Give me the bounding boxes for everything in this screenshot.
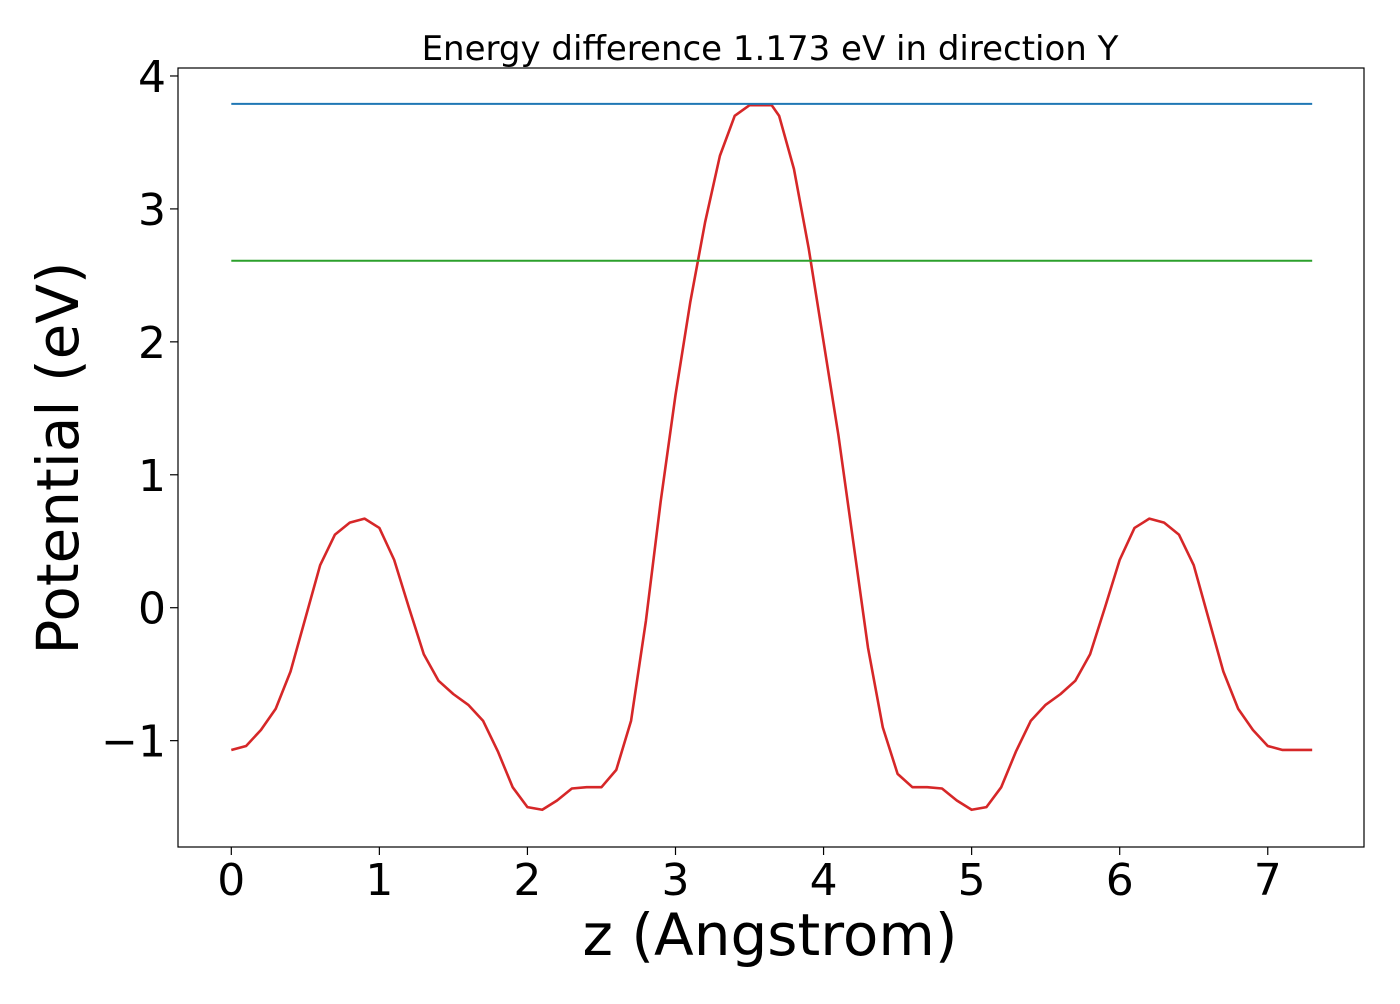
series-line-0 [230, 103, 1313, 812]
y-tick-label-4: 3 [138, 185, 166, 236]
plot-frame [177, 67, 1365, 848]
x-tick-label-6: 6 [1106, 855, 1134, 906]
x-tick-label-5: 5 [958, 855, 986, 906]
x-axis-label: z (Angstrom) [583, 901, 958, 969]
y-tick-label-3: 2 [138, 318, 166, 369]
series-layer [230, 102, 1313, 812]
x-axis-ticks: 0 1 2 3 4 5 6 7 [217, 847, 1282, 906]
x-tick-label-1: 1 [365, 855, 393, 906]
y-tick-label-0: −1 [101, 717, 166, 768]
x-tick-label-2: 2 [513, 855, 541, 906]
y-tick-label-5: 4 [138, 52, 166, 103]
x-tick-label-0: 0 [217, 855, 245, 906]
y-axis-label: Potential (eV) [24, 261, 92, 654]
y-axis-ticks: −1 0 1 2 3 4 [101, 52, 178, 768]
x-tick-label-7: 7 [1254, 855, 1282, 906]
y-tick-label-1: 0 [138, 584, 166, 635]
x-tick-label-4: 4 [810, 855, 838, 906]
x-tick-label-3: 3 [661, 855, 689, 906]
y-tick-label-2: 1 [138, 451, 166, 502]
chart-title: Energy difference 1.173 eV in direction … [422, 29, 1119, 69]
